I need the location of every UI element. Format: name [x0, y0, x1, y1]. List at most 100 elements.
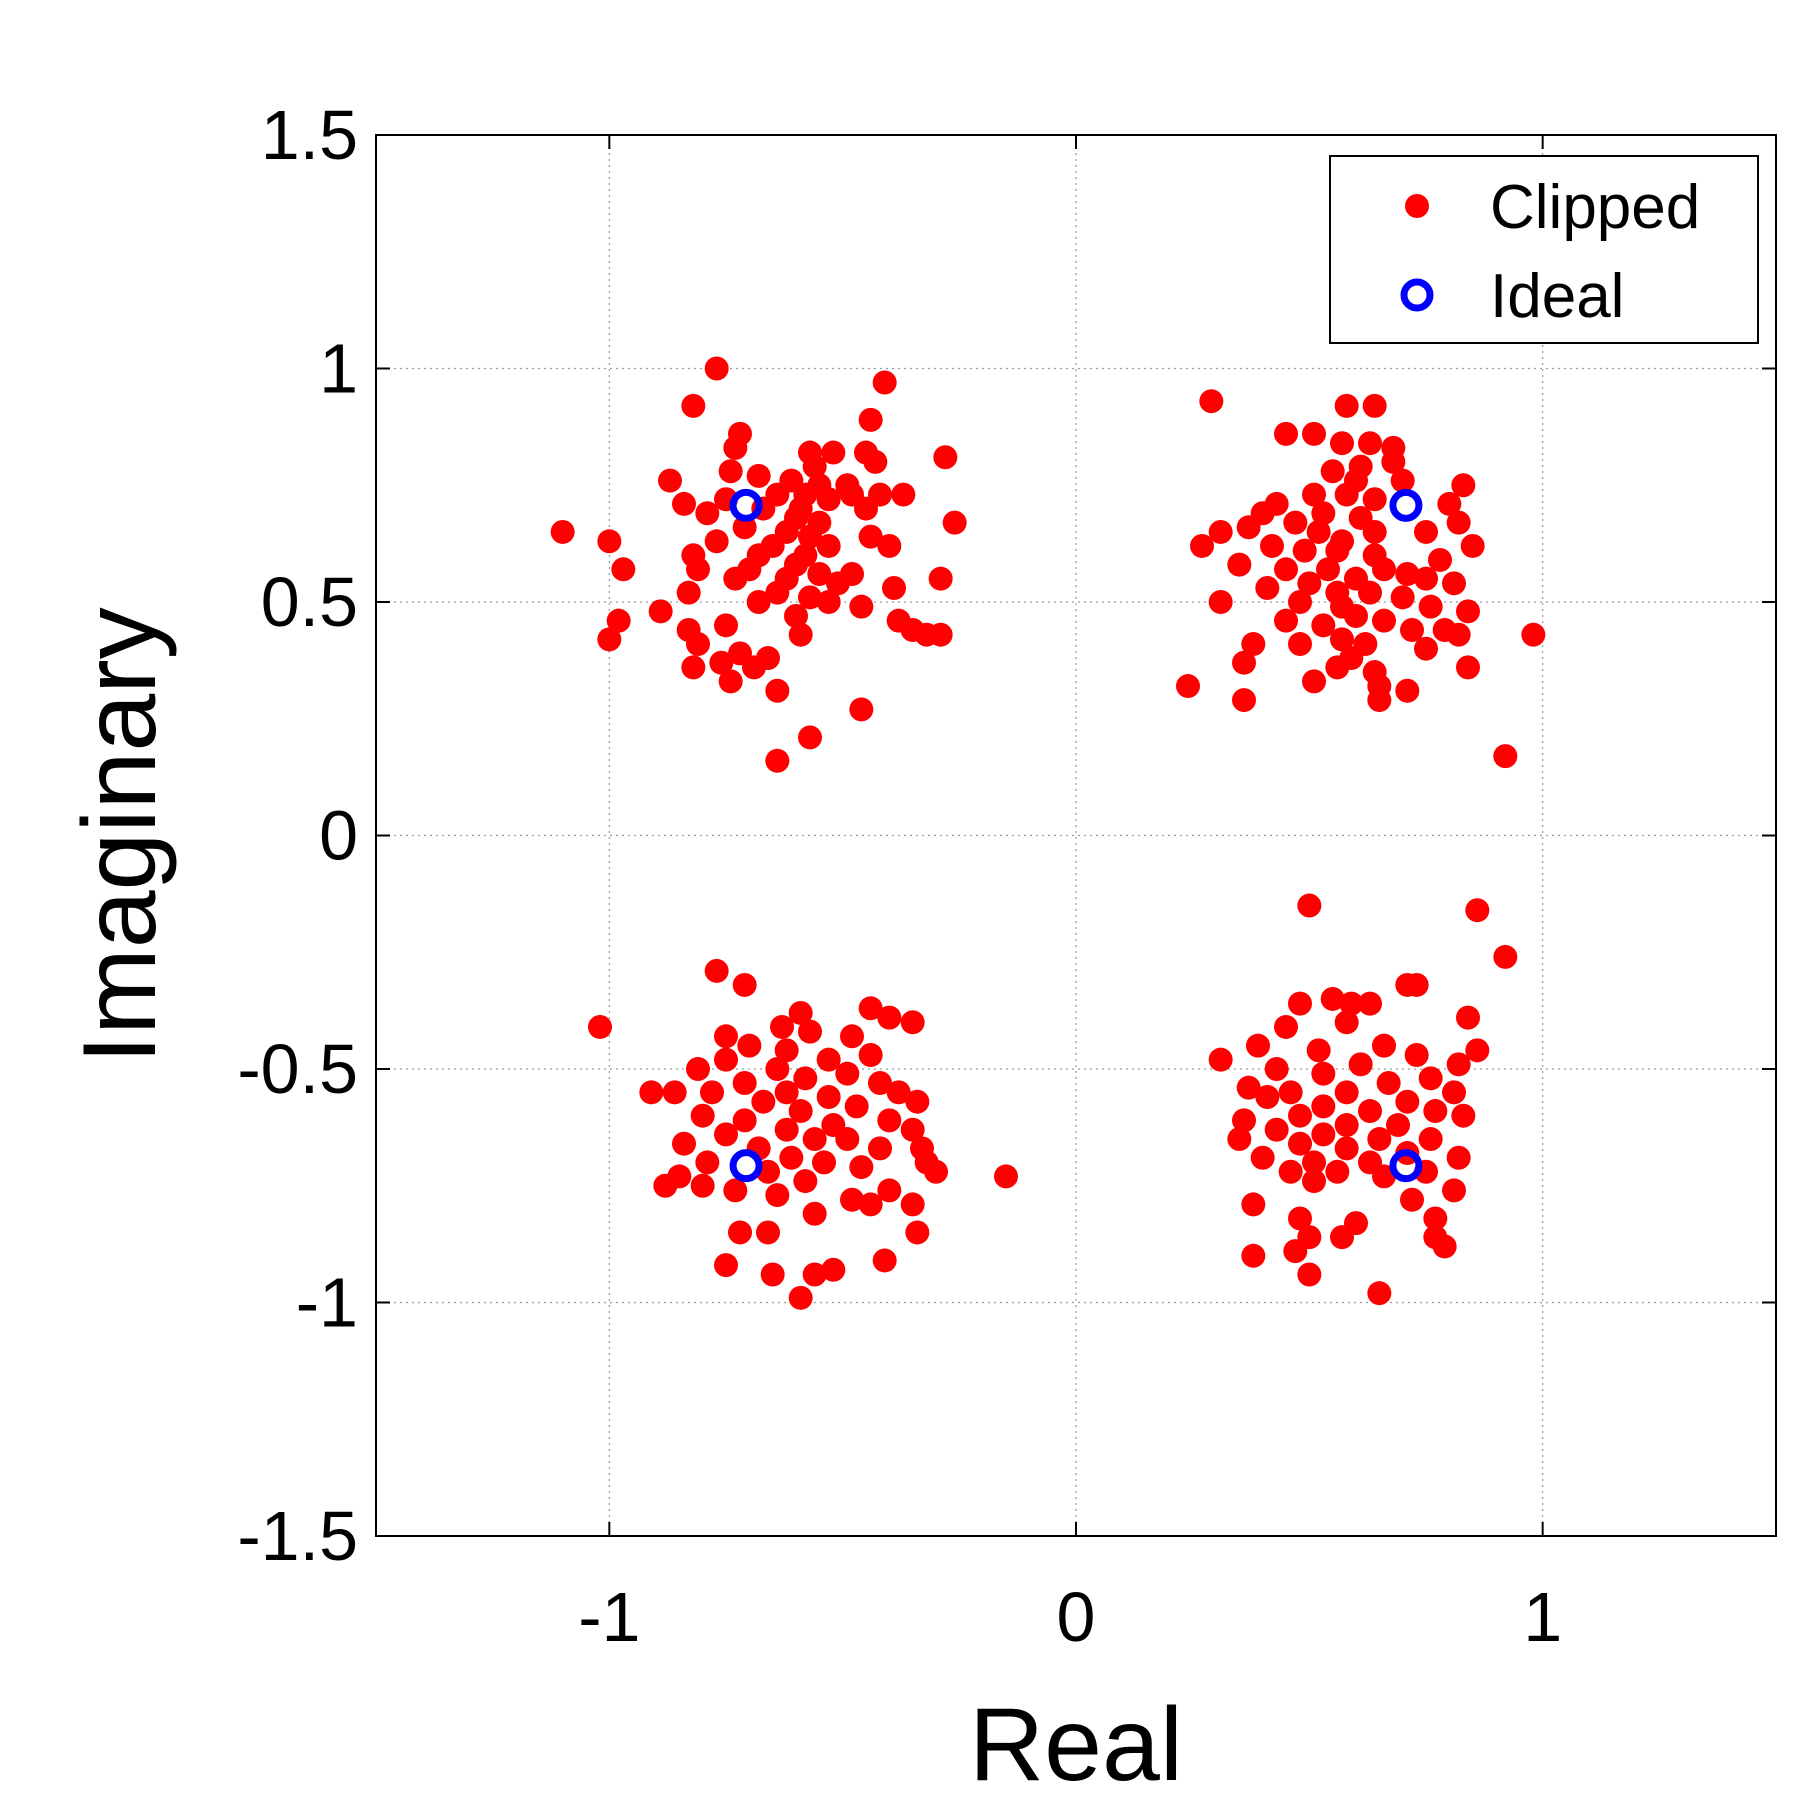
clipped-point	[1306, 519, 1331, 544]
clipped-point	[1456, 1005, 1480, 1030]
clipped-point	[765, 1183, 790, 1208]
clipped-point	[588, 1014, 612, 1039]
clipped-point	[742, 655, 766, 680]
clipped-point	[868, 1071, 892, 1096]
clipped-point	[686, 1057, 710, 1081]
clipped-point	[1344, 604, 1368, 629]
clipped-point	[1325, 538, 1350, 563]
clipped-point	[788, 1099, 813, 1124]
clipped-point	[672, 1131, 696, 1156]
clipped-point	[1442, 1178, 1466, 1203]
clipped-point	[714, 1122, 738, 1147]
clipped-point	[1428, 547, 1452, 572]
clipped-point	[774, 1080, 799, 1105]
clipped-point	[1330, 627, 1354, 652]
clipped-point	[1423, 1099, 1448, 1124]
clipped-point	[821, 1257, 846, 1282]
clipped-point	[732, 515, 757, 540]
clipped-point	[900, 1192, 925, 1217]
clipped-point	[933, 445, 958, 470]
clipped-point	[765, 678, 790, 703]
clipped-point	[723, 435, 748, 460]
clipped-point	[1250, 1145, 1275, 1170]
clipped-point	[770, 1014, 794, 1039]
legend-label-clipped: Clipped	[1490, 173, 1700, 242]
clipped-point	[1334, 1113, 1359, 1138]
clipped-point	[700, 1080, 724, 1105]
clipped-point	[1367, 1127, 1392, 1152]
clipped-point	[1288, 632, 1312, 657]
clipped-point	[718, 459, 743, 484]
clipped-point	[1227, 552, 1252, 577]
clipped-point	[1246, 1033, 1270, 1058]
clipped-point	[914, 622, 939, 647]
clipped-point	[1241, 632, 1266, 657]
clipped-point	[1297, 893, 1322, 918]
clipped-point	[709, 650, 734, 675]
clipped-point	[714, 1047, 738, 1072]
clipped-point	[1283, 510, 1308, 535]
clipped-point	[1465, 898, 1490, 923]
clipped-point	[924, 1159, 948, 1184]
clipped-point	[1414, 566, 1438, 591]
clipped-point	[905, 1089, 930, 1114]
clipped-point	[1241, 1243, 1266, 1268]
clipped-point	[1320, 986, 1345, 1011]
clipped-point	[1358, 1099, 1382, 1124]
clipped-point	[1232, 650, 1256, 675]
series-clipped	[550, 356, 1546, 1310]
clipped-point	[807, 561, 832, 586]
y-tick-labels: -1.5 -1 -0.5 0 0.5 1 1.5	[237, 96, 358, 1575]
clipped-point	[704, 529, 729, 554]
clipped-point	[793, 1169, 818, 1194]
y-tick-label: 0	[319, 797, 358, 875]
clipped-point	[1521, 622, 1546, 647]
clipped-point	[756, 1220, 780, 1245]
y-tick-label: -0.5	[237, 1030, 358, 1108]
clipped-point	[723, 1178, 748, 1203]
clipped-point	[802, 1262, 827, 1287]
clipped-point	[1236, 1075, 1261, 1100]
x-tick-label: 1	[1523, 1578, 1562, 1656]
clipped-point	[728, 1220, 752, 1245]
clipped-point	[1288, 1131, 1312, 1156]
clipped-point	[994, 1164, 1018, 1189]
clipped-point	[1386, 1113, 1410, 1138]
clipped-point	[648, 599, 673, 624]
clipped-point	[1362, 519, 1387, 544]
clipped-point	[1292, 538, 1317, 563]
clipped-point	[1311, 1061, 1336, 1086]
clipped-point	[681, 655, 706, 680]
clipped-point	[658, 468, 682, 493]
clipped-point	[1334, 1136, 1359, 1161]
clipped-point	[840, 1187, 864, 1212]
clipped-point	[1274, 421, 1298, 446]
clipped-point	[784, 604, 808, 629]
clipped-point	[821, 440, 846, 465]
clipped-point	[1274, 1014, 1298, 1039]
clipped-point	[1451, 1103, 1476, 1128]
clipped-point	[1260, 533, 1284, 558]
clipped-point	[1446, 622, 1471, 647]
clipped-point	[858, 407, 883, 432]
clipped-point	[1264, 1057, 1289, 1081]
clipped-point	[1390, 468, 1415, 493]
clipped-point	[1208, 590, 1233, 614]
clipped-point	[802, 1201, 827, 1226]
clipped-point	[1423, 1206, 1448, 1231]
clipped-point	[676, 580, 701, 605]
clipped-point	[816, 487, 841, 512]
clipped-point	[1437, 491, 1462, 516]
clipped-point	[1334, 482, 1359, 507]
clipped-point	[714, 1024, 738, 1049]
clipped-point	[686, 557, 710, 582]
clipped-point	[723, 566, 748, 591]
clipped-point	[1176, 674, 1200, 699]
legend-label-ideal: Ideal	[1490, 262, 1624, 331]
clipped-point	[1320, 459, 1345, 484]
clipped-point	[858, 1192, 883, 1217]
clipped-point	[854, 496, 878, 521]
clipped-point	[1414, 636, 1438, 661]
clipped-point	[681, 393, 706, 418]
clipped-point	[1395, 1089, 1420, 1114]
